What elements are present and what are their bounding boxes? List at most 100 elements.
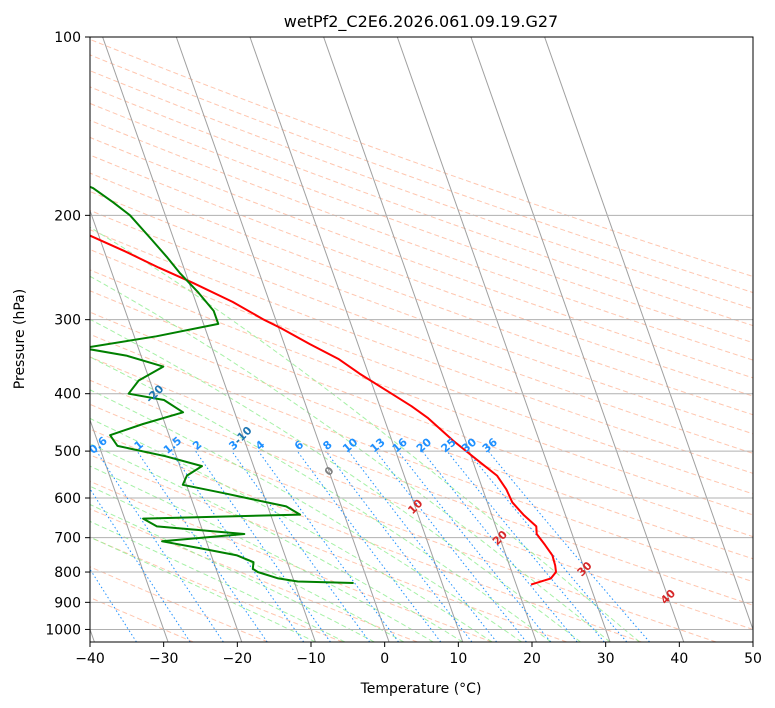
mixing-ratio-line: [257, 450, 399, 642]
x-tick-label: 10: [449, 651, 467, 667]
moist-adiabat-line: [90, 504, 375, 642]
dry-adiabat-line: [90, 119, 753, 361]
mixing-ratio-line: [96, 450, 224, 642]
dry-adiabat-line: [90, 229, 753, 474]
grid-and-guides: [90, 37, 753, 642]
moist-adiabat-line: [90, 226, 640, 642]
isotherm-label: 0: [322, 464, 337, 479]
moist-adiabat-line: [90, 417, 493, 642]
mixing-ratio-line: [325, 450, 473, 642]
mixing-ratio-line: [397, 450, 552, 642]
dry-adiabat-line: [90, 209, 753, 454]
mixing-ratio-label: 4: [253, 438, 267, 453]
moist-adiabat-line: [90, 485, 405, 642]
dry-adiabat-line: [90, 86, 753, 327]
moist-adiabat-line: [90, 356, 552, 642]
isotherm-line: [249, 37, 464, 642]
dry-adiabat-line: [90, 136, 753, 379]
x-tick-label: 0: [380, 651, 389, 667]
dry-adiabat-line: [90, 356, 753, 606]
mixing-ratio-line: [296, 450, 442, 642]
moist-adiabat-line: [90, 318, 581, 642]
mixing-ratio-line: [375, 450, 527, 642]
isotherm-label: 10: [405, 497, 425, 517]
mixing-ratio-line: [231, 450, 371, 642]
moist-adiabat-line: [90, 275, 611, 642]
isotherm-line: [470, 37, 685, 642]
dry-adiabat-line: [90, 596, 194, 642]
temperature-profile-line: [90, 234, 557, 586]
moist-adiabat-line: [90, 465, 434, 642]
axes: −40 −30 −20 −10 0 10 20 30 40 5010020030040050060…: [45, 30, 762, 667]
mixing-ratio-line: [467, 450, 628, 642]
x-tick-label: 40: [670, 651, 688, 667]
dry-adiabat-line: [90, 508, 418, 642]
isotherm-label: 30: [575, 559, 595, 579]
mixing-ratio-label: 30: [459, 435, 479, 455]
x-axis-label: Temperature (°C): [360, 681, 482, 697]
dry-adiabat-line: [90, 428, 642, 642]
moist-adiabat-line: [90, 389, 522, 642]
isotherm-label: 40: [658, 587, 678, 607]
x-tick-label: −30: [149, 651, 179, 667]
mixing-ratio-line: [421, 450, 578, 642]
moist-adiabat-line: [90, 443, 463, 642]
isotherm-line: [396, 37, 611, 642]
mixing-ratio-line: [136, 450, 268, 642]
mixing-ratio-label: 6: [292, 438, 306, 453]
y-tick-label: 800: [54, 565, 81, 581]
isotherm-line: [323, 37, 537, 642]
dry-adiabat-line: [90, 536, 343, 642]
dewpoint-profile-line: [90, 185, 354, 584]
isotherm-label: -30: [56, 344, 79, 367]
mixing-ratio-label: 10: [340, 435, 360, 455]
moist-adiabat-line: [90, 536, 316, 642]
y-tick-label: 700: [54, 531, 81, 547]
mixing-ratio-label: 1.5: [161, 434, 184, 456]
y-tick-label: 500: [54, 444, 81, 460]
x-tick-label: −20: [223, 651, 253, 667]
dry-adiabat-line: [90, 379, 753, 630]
y-axis-label: Pressure (hPa): [12, 289, 28, 389]
y-tick-label: 200: [54, 208, 81, 224]
mixing-ratio-label: 25: [439, 436, 459, 456]
x-tick-label: 30: [597, 651, 615, 667]
isotherm-line: [102, 37, 316, 642]
y-tick-label: 400: [54, 387, 81, 403]
mixing-ratio-label: 16: [390, 435, 410, 455]
mixing-ratio-line: [170, 450, 305, 642]
isotherm-label: -20: [143, 382, 166, 405]
dry-adiabat-line: [90, 403, 717, 642]
isotherm-label: 20: [490, 528, 510, 548]
dry-adiabat-line: [90, 290, 753, 538]
dry-adiabat-line: [90, 154, 753, 397]
mixing-ratio-line: [90, 488, 191, 642]
mixing-ratio-label: 36: [480, 435, 500, 455]
chart-title: wetPf2_C2E6.2026.061.09.19.G27: [284, 12, 558, 32]
dry-adiabat-line: [90, 102, 753, 344]
y-tick-label: 1000: [45, 622, 81, 638]
isotherm-line: [544, 37, 753, 631]
x-tick-label: −40: [75, 651, 105, 667]
dry-adiabat-line: [90, 249, 753, 495]
dry-adiabat-line: [90, 480, 493, 642]
moist-adiabat-line: [90, 520, 346, 642]
y-tick-label: 100: [54, 30, 81, 46]
dry-adiabat-line: [90, 333, 753, 583]
dry-adiabat-line: [90, 172, 753, 416]
isotherm-line: [90, 418, 169, 642]
mixing-ratio-label: 20: [414, 435, 434, 455]
dry-adiabat-line: [90, 190, 753, 435]
dry-adiabat-line: [90, 269, 753, 516]
mixing-ratio-label: 13: [368, 436, 388, 456]
dry-adiabat-line: [90, 311, 753, 560]
y-tick-label: 600: [54, 491, 81, 507]
y-tick-label: 900: [54, 595, 81, 611]
mixing-ratio-label: 0.2: [6, 434, 29, 456]
isotherm-line: [175, 37, 390, 642]
y-tick-label: 300: [54, 313, 81, 329]
dry-adiabat-line: [90, 454, 567, 642]
x-tick-label: −10: [296, 651, 326, 667]
plot-frame: [89, 36, 754, 643]
